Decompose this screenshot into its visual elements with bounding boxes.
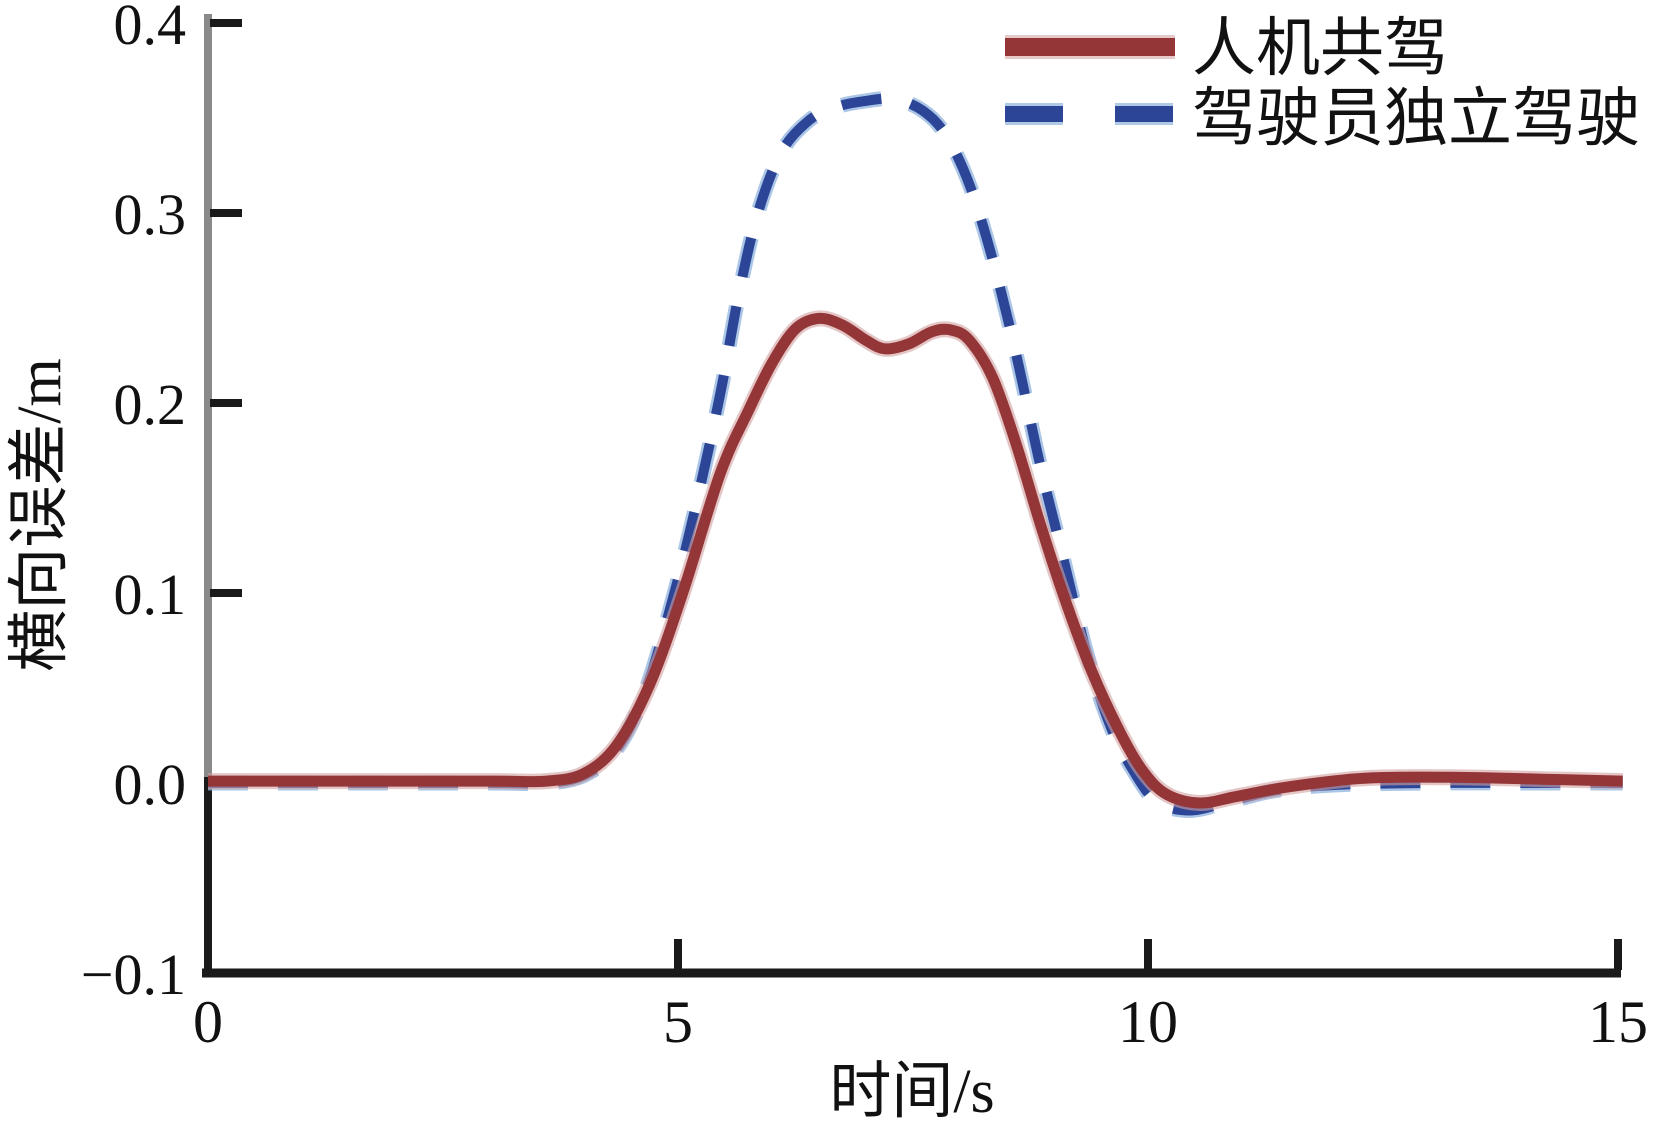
y-axis-title: 横向误差/m: [6, 358, 74, 671]
tick-labels: 0 5 10 15 −0.1 0.0 0.1 0.2 0.3 0.4: [81, 0, 1648, 1055]
legend: 人机共驾 驾驶员独立驾驶: [1005, 13, 1640, 154]
y-tick-label: 0.0: [114, 752, 187, 817]
y-tick-label: 0.3: [114, 182, 187, 247]
x-tick-label: 10: [1118, 989, 1178, 1055]
axes: [202, 14, 1622, 978]
series-line-dashed: [207, 93, 1623, 816]
x-tick-label: 15: [1588, 989, 1648, 1055]
series-line-halo-solid: [208, 310, 1623, 811]
series-lines: [207, 90, 1623, 819]
x-axis-title: 时间/s: [829, 1058, 994, 1126]
x-tick-label: 5: [663, 989, 693, 1055]
legend-label-independent-driving: 驾驶员独立驾驶: [1192, 83, 1640, 154]
series-line-halo-dashed: [207, 90, 1623, 819]
legend-label-co-driving: 人机共驾: [1192, 13, 1448, 84]
x-tick-label: 0: [193, 989, 223, 1055]
y-tick-label: 0.4: [114, 0, 187, 57]
y-tick-label: 0.1: [114, 562, 187, 627]
y-tick-label: 0.2: [114, 372, 187, 437]
y-tick-label: −0.1: [81, 942, 186, 1007]
series-line-solid: [208, 312, 1623, 809]
